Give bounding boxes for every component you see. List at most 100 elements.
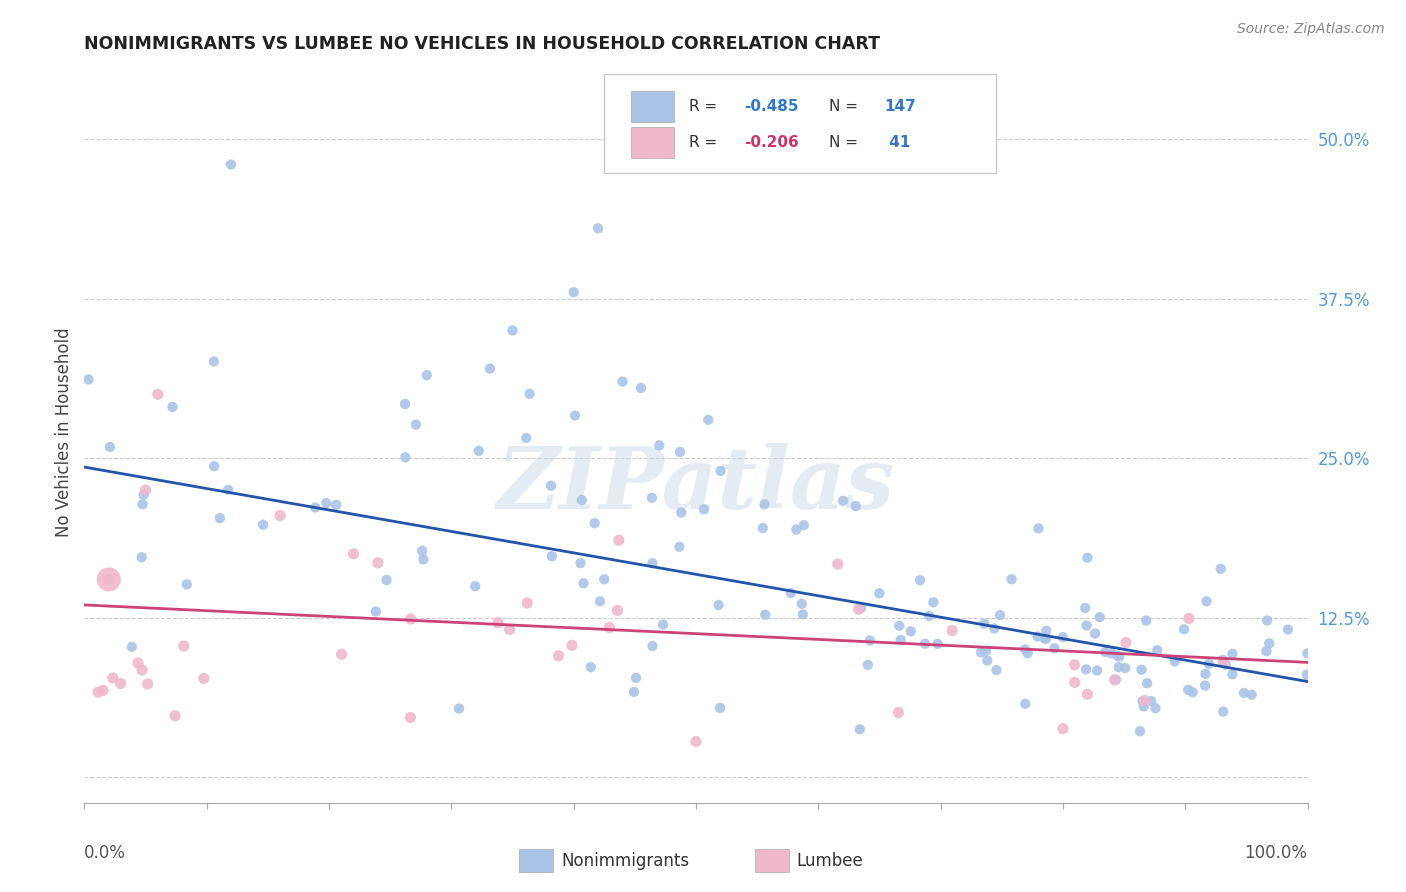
Point bbox=[1099, 646, 1122, 660]
Point bbox=[342, 547, 364, 561]
Point bbox=[502, 324, 524, 338]
Point bbox=[586, 221, 609, 235]
Point bbox=[176, 577, 198, 591]
Point bbox=[202, 354, 225, 368]
Point bbox=[785, 523, 807, 537]
Point bbox=[121, 640, 143, 654]
Point bbox=[1076, 550, 1098, 565]
Point bbox=[394, 450, 416, 465]
Point bbox=[606, 603, 628, 617]
Point bbox=[1222, 647, 1244, 661]
Point bbox=[790, 597, 813, 611]
Point bbox=[583, 516, 606, 531]
Text: -0.206: -0.206 bbox=[744, 135, 799, 150]
Point bbox=[375, 573, 398, 587]
Point bbox=[579, 660, 602, 674]
Text: Source: ZipAtlas.com: Source: ZipAtlas.com bbox=[1237, 22, 1385, 37]
Point bbox=[1026, 630, 1049, 644]
Point bbox=[498, 623, 520, 637]
Point bbox=[202, 459, 225, 474]
Point bbox=[91, 683, 114, 698]
Point bbox=[889, 618, 911, 632]
Point bbox=[412, 552, 434, 566]
Point bbox=[1028, 521, 1050, 535]
Point bbox=[98, 440, 121, 454]
Point bbox=[405, 417, 427, 432]
Point bbox=[793, 518, 815, 533]
Point bbox=[1173, 622, 1195, 636]
FancyBboxPatch shape bbox=[519, 849, 553, 871]
Point bbox=[707, 598, 730, 612]
Point bbox=[973, 616, 995, 631]
Text: R =: R = bbox=[689, 135, 721, 150]
Point bbox=[918, 608, 941, 623]
Point bbox=[1104, 673, 1126, 687]
Y-axis label: No Vehicles in Household: No Vehicles in Household bbox=[55, 327, 73, 538]
Point bbox=[1198, 657, 1220, 671]
Point bbox=[623, 685, 645, 699]
Point bbox=[589, 594, 612, 608]
Point bbox=[1076, 618, 1098, 632]
Point bbox=[1000, 572, 1022, 586]
Point bbox=[1063, 657, 1085, 672]
Point bbox=[652, 617, 675, 632]
Point bbox=[364, 604, 387, 618]
Point bbox=[974, 643, 997, 657]
Point bbox=[1108, 649, 1130, 664]
Point bbox=[1014, 642, 1036, 657]
Point bbox=[540, 478, 562, 492]
Point bbox=[988, 608, 1011, 623]
Point bbox=[1296, 646, 1319, 660]
Point bbox=[173, 639, 195, 653]
Point bbox=[827, 557, 849, 571]
Point bbox=[1136, 676, 1159, 690]
Point bbox=[1129, 724, 1152, 739]
Point bbox=[1163, 655, 1185, 669]
Point bbox=[447, 701, 470, 715]
Point bbox=[464, 579, 486, 593]
Point bbox=[399, 710, 422, 724]
Point bbox=[1076, 687, 1098, 701]
Text: Lumbee: Lumbee bbox=[796, 852, 863, 870]
Point bbox=[709, 701, 731, 715]
Point bbox=[1108, 660, 1130, 674]
Point bbox=[1256, 644, 1278, 658]
Point bbox=[941, 624, 963, 638]
Point bbox=[1296, 667, 1319, 681]
Point bbox=[976, 654, 998, 668]
Point bbox=[540, 549, 562, 564]
Point bbox=[1256, 614, 1278, 628]
Point bbox=[330, 647, 353, 661]
Point bbox=[1181, 685, 1204, 699]
Point bbox=[648, 438, 671, 452]
Point bbox=[1115, 635, 1137, 649]
Point bbox=[479, 361, 502, 376]
Point bbox=[752, 521, 775, 535]
Point bbox=[1277, 623, 1299, 637]
Point bbox=[856, 657, 879, 672]
Point bbox=[1063, 675, 1085, 690]
Point bbox=[135, 483, 157, 497]
Point bbox=[792, 607, 814, 622]
Point bbox=[1144, 701, 1167, 715]
Point bbox=[1130, 663, 1153, 677]
Point bbox=[1035, 624, 1057, 638]
Text: -0.485: -0.485 bbox=[744, 99, 799, 114]
Point bbox=[671, 506, 693, 520]
Text: 0.0%: 0.0% bbox=[84, 844, 127, 862]
Point bbox=[132, 488, 155, 502]
Point bbox=[697, 413, 720, 427]
Point bbox=[1212, 655, 1234, 669]
FancyBboxPatch shape bbox=[755, 849, 789, 871]
Point bbox=[1140, 694, 1163, 708]
Point bbox=[1085, 664, 1108, 678]
Point bbox=[1195, 594, 1218, 608]
Point bbox=[162, 400, 184, 414]
Point bbox=[1212, 705, 1234, 719]
Point bbox=[217, 483, 239, 497]
Point bbox=[845, 499, 868, 513]
Point bbox=[131, 497, 153, 511]
Point bbox=[136, 677, 159, 691]
Point bbox=[1177, 682, 1199, 697]
Point bbox=[668, 540, 690, 554]
